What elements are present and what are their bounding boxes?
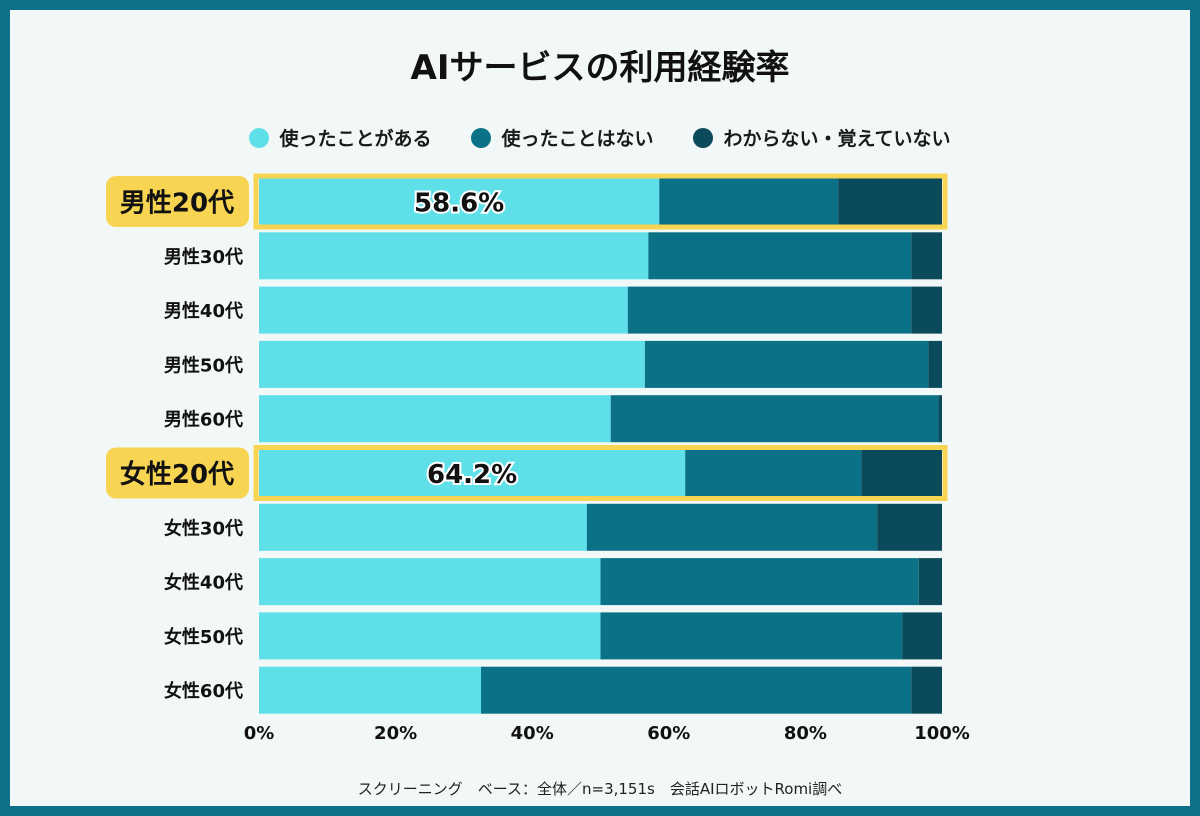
legend-swatch-not-used (471, 127, 492, 148)
bar-segment-2 (586, 503, 878, 551)
x-tick-label: 100% (914, 723, 970, 744)
highlight-label-badge (106, 447, 249, 499)
bar-segment-1 (259, 612, 601, 660)
bar-segment-1 (259, 286, 628, 334)
bar-segment-2 (627, 286, 912, 334)
bar-segment-1 (259, 340, 645, 388)
category-label: 女性40代 (164, 572, 243, 594)
bar-segment-3 (877, 503, 942, 551)
bar-segment-2 (480, 666, 912, 714)
bar-segment-2 (659, 178, 839, 225)
bar-segment-1 (259, 232, 649, 280)
x-tick-label: 20% (374, 723, 417, 744)
bar-segment-3 (911, 232, 942, 280)
category-label: 男性40代 (164, 300, 243, 322)
category-label: 男性20代 (120, 189, 234, 219)
legend-label-unknown: わからない・覚えていない (723, 128, 951, 150)
bar-segment-1 (259, 503, 587, 551)
category-label: 女性60代 (164, 680, 243, 702)
bar-segment-1 (259, 666, 481, 714)
category-label: 女性30代 (164, 517, 243, 539)
bar-segment-2 (610, 395, 939, 443)
x-tick-label: 80% (784, 723, 827, 744)
category-label: 男性60代 (164, 409, 243, 431)
bar-segment-3 (928, 340, 942, 388)
bar-segment-2 (644, 340, 929, 388)
bar-segment-1 (259, 449, 686, 497)
highlight-label-badge (106, 176, 249, 227)
bar-segment-3 (918, 558, 942, 606)
category-label: 男性50代 (164, 354, 243, 376)
legend-item-unknown: わからない・覚えていない (693, 124, 951, 151)
bar-segment-3 (938, 395, 942, 443)
bar-segment-1 (259, 558, 601, 606)
source-note: スクリーニング ベース：全体／n=3,151s 会話AIロボットRomi調べ (357, 780, 843, 798)
legend-swatch-unknown (693, 127, 714, 148)
highlight-outline (253, 173, 948, 230)
bar-segment-1 (259, 178, 660, 225)
category-label: 女性20代 (120, 459, 234, 490)
legend-item-used: 使ったことがある (249, 124, 431, 151)
bar-segment-3 (911, 666, 942, 714)
bar-segment-3 (902, 612, 942, 660)
legend-label-used: 使ったことがある (279, 128, 432, 150)
bar-segment-2 (648, 232, 912, 280)
data-label: 58.6% (414, 189, 504, 219)
category-label: 女性50代 (164, 626, 243, 648)
chart-frame: AIサービスの利用経験率 使ったことがある 使ったことはない わからない・覚えて… (10, 10, 1190, 806)
category-label: 男性30代 (164, 246, 243, 268)
legend-item-not-used: 使ったことはない (471, 124, 653, 151)
bar-segment-3 (861, 449, 942, 497)
x-tick-label: 60% (647, 723, 690, 744)
legend-swatch-used (249, 127, 270, 148)
legend-label-not-used: 使ったことはない (501, 128, 654, 150)
legend: 使ったことがある 使ったことはない わからない・覚えていない (10, 124, 1190, 151)
bar-segment-2 (600, 612, 903, 660)
x-tick-label: 0% (244, 723, 275, 744)
bar-segment-3 (911, 286, 942, 334)
bar-segment-3 (838, 178, 942, 225)
chart-title: AIサービスの利用経験率 (410, 48, 790, 88)
data-label: 64.2% (427, 460, 517, 490)
bar-segment-2 (600, 558, 919, 606)
highlight-outline (253, 445, 948, 501)
x-tick-label: 40% (511, 723, 554, 744)
bar-segment-2 (685, 449, 862, 497)
bar-segment-1 (259, 395, 611, 443)
